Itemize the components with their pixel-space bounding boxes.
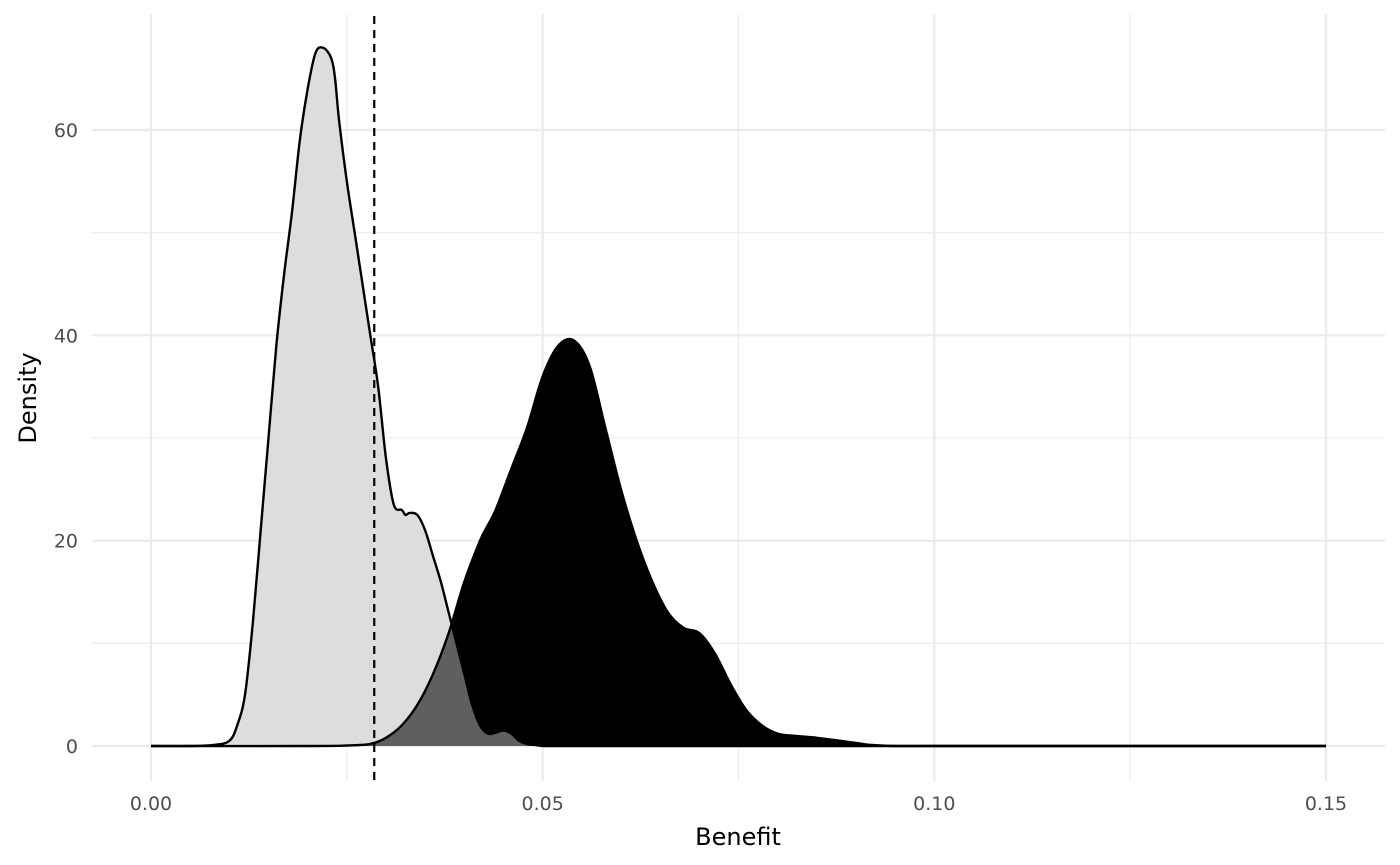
y-axis-title: Density [14,352,42,443]
x-tick-label: 0.15 [1305,793,1347,815]
x-axis-title: Benefit [695,823,781,851]
density-outlines [150,46,1326,748]
x-tick-label: 0.00 [130,793,172,815]
density-line-series-1 [150,46,1326,748]
y-tick-label: 40 [54,325,78,347]
x-tick-label: 0.10 [913,793,955,815]
density-line-series-2 [150,337,1326,748]
axis-tick-labels: 0.00 0.05 0.10 0.15 0 20 40 60 [54,120,1347,815]
y-tick-label: 20 [54,531,78,553]
density-area-series-1 [151,47,1326,747]
y-tick-label: 0 [66,736,78,758]
x-tick-label: 0.05 [522,793,564,815]
y-tick-label: 60 [54,120,78,142]
